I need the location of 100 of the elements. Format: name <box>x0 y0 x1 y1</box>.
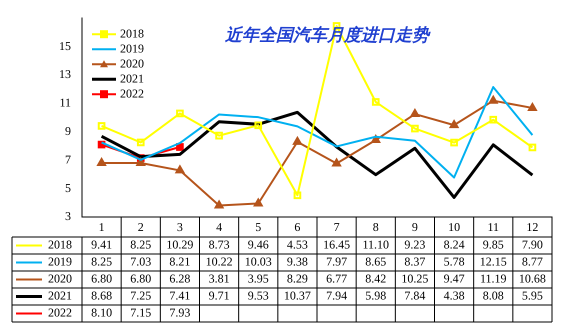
point <box>97 158 106 166</box>
data-label: 10.25 <box>401 272 428 286</box>
data-label: 6.77 <box>326 272 348 286</box>
data-label: 5.78 <box>444 254 465 269</box>
point <box>254 121 262 130</box>
point <box>411 124 419 132</box>
point <box>294 191 302 200</box>
y-tick-label: 13 <box>59 67 71 82</box>
x-tick-label: 3 <box>176 220 183 234</box>
data-label: 9.53 <box>248 288 269 303</box>
data-label: 8.73 <box>208 238 230 252</box>
data-label: 9.41 <box>91 238 112 252</box>
point <box>528 102 537 111</box>
y-tick-label: 3 <box>65 209 71 224</box>
x-tick-label: 5 <box>255 220 262 234</box>
data-label: 7.97 <box>326 254 348 269</box>
data-label: 3.95 <box>248 272 269 286</box>
data-label: 8.68 <box>91 288 112 303</box>
data-label: 7.25 <box>130 288 152 303</box>
x-tick-label: 9 <box>412 220 418 234</box>
point <box>450 138 458 146</box>
x-tick-label: 2 <box>138 220 144 234</box>
data-label: 7.41 <box>169 288 190 303</box>
x-tick-label: 12 <box>526 220 538 234</box>
data-label: 9.71 <box>208 288 230 303</box>
data-label: 11.19 <box>480 272 507 286</box>
point <box>371 135 380 144</box>
data-label: 10.37 <box>284 288 311 303</box>
data-label: 9.47 <box>444 272 465 286</box>
data-label: 8.37 <box>404 254 426 269</box>
point <box>410 109 420 118</box>
text: 2021 <box>48 288 72 303</box>
data-label: 9.85 <box>482 238 504 252</box>
data-label: 8.24 <box>444 238 465 252</box>
data-label: 10.22 <box>206 254 233 269</box>
y-tick-label: 5 <box>65 180 71 195</box>
data-label: 8.29 <box>286 272 308 286</box>
data-label: 10.29 <box>166 238 194 252</box>
data-label: 10.68 <box>518 272 546 286</box>
point <box>176 110 184 118</box>
point <box>372 98 380 106</box>
data-label: 11.10 <box>362 238 390 252</box>
text: 2019 <box>48 254 72 269</box>
data-label: 3.81 <box>208 272 230 286</box>
legend-label: 2021 <box>120 71 144 86</box>
point <box>175 165 184 174</box>
x-tick-label: 4 <box>216 220 222 234</box>
y-tick-label: 7 <box>65 152 71 166</box>
data-label: 9.46 <box>248 238 269 252</box>
point <box>528 144 536 152</box>
x-tick-label: 11 <box>487 220 500 234</box>
point <box>214 200 224 208</box>
point <box>176 143 184 151</box>
point <box>450 120 459 128</box>
point <box>136 138 145 146</box>
text: 2022 <box>48 306 72 320</box>
legend-label: 2018 <box>120 26 144 40</box>
data-label: 8.25 <box>130 238 152 252</box>
point <box>489 116 498 124</box>
data-label: 7.94 <box>326 288 348 303</box>
data-label: 8.77 <box>522 254 543 269</box>
data-label: 8.42 <box>365 272 386 286</box>
legend-label: 2022 <box>120 86 144 100</box>
point <box>98 122 106 130</box>
x-tick-label: 10 <box>448 220 460 234</box>
point <box>488 96 498 104</box>
data-label: 7.03 <box>130 254 152 269</box>
data-label: 5.95 <box>522 288 543 303</box>
text: 2018 <box>48 238 72 252</box>
data-label: 4.38 <box>444 288 465 303</box>
y-tick-label: 9 <box>65 124 71 138</box>
data-label: 4.53 <box>286 238 308 252</box>
data-label: 7.15 <box>130 306 152 320</box>
y-tick-label: 11 <box>59 96 71 110</box>
data-label: 12.15 <box>480 254 507 269</box>
y-tick-label: 15 <box>59 38 71 53</box>
x-tick-label: 7 <box>334 220 340 234</box>
data-label: 7.90 <box>522 238 543 252</box>
text: 2020 <box>48 272 72 286</box>
data-label: 10.03 <box>244 254 272 269</box>
x-tick-label: 1 <box>98 220 105 234</box>
data-label: 7.93 <box>169 306 190 320</box>
x-tick-label: 8 <box>372 220 379 234</box>
point <box>254 198 263 207</box>
data-label: 6.80 <box>91 272 112 286</box>
data-label: 16.45 <box>323 238 350 252</box>
data-label: 8.25 <box>91 254 112 269</box>
data-label: 5.98 <box>365 288 386 303</box>
point <box>332 158 342 166</box>
data-label: 6.80 <box>130 272 152 286</box>
point <box>292 136 302 145</box>
legend-label: 2020 <box>120 56 144 70</box>
data-label: 9.23 <box>404 238 426 252</box>
data-label: 8.08 <box>482 288 504 303</box>
data-label: 6.28 <box>169 272 190 286</box>
point <box>136 158 146 166</box>
data-label: 7.84 <box>404 288 426 303</box>
data-label: 9.38 <box>286 254 308 269</box>
data-label: 8.65 <box>365 254 386 269</box>
data-label: 8.10 <box>91 306 112 320</box>
